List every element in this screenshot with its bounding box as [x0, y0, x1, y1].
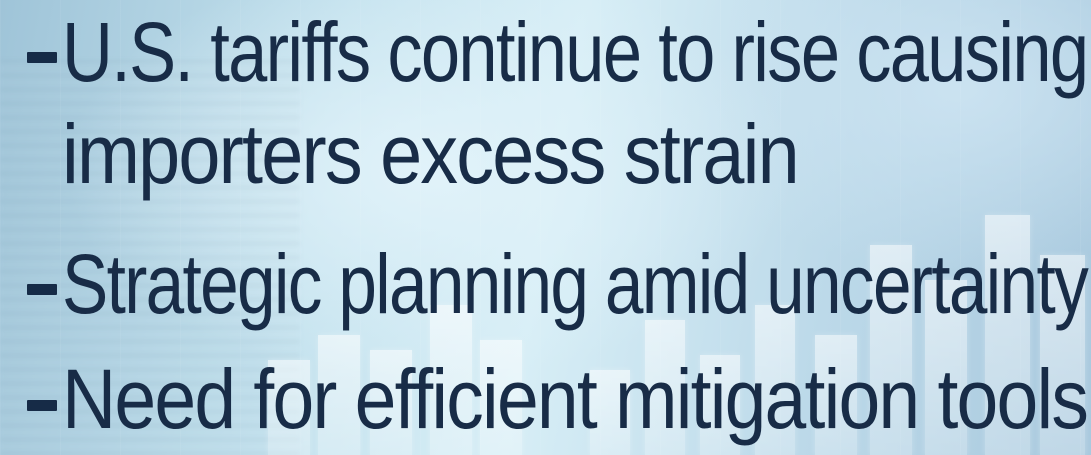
background-bar: [268, 360, 310, 455]
background-bar: [815, 335, 857, 455]
background-bar: [480, 340, 522, 455]
background-bar: [755, 305, 795, 455]
background-bar: [870, 245, 912, 455]
background-bar: [1040, 255, 1085, 455]
background-bar: [985, 215, 1030, 455]
bullet-text-line: U.S. tariffs continue to rise causing: [62, 5, 1089, 99]
coin-stack-image: [0, 60, 300, 455]
background-bar: [430, 305, 472, 455]
bullet-text-line: importers excess strain: [62, 107, 800, 201]
bullet-marker: [27, 400, 57, 411]
background-bar: [925, 280, 967, 455]
bullet-text-line: Need for efficient mitigation tools: [62, 352, 1089, 446]
background-bar: [700, 355, 740, 455]
background-bar: [590, 370, 630, 455]
background-bar: [645, 320, 685, 455]
bullet-marker: [27, 284, 57, 295]
background-bar: [370, 350, 412, 455]
background-bar: [318, 335, 360, 455]
bullet-text-line: Strategic planning amid uncertainty: [62, 237, 1089, 331]
bullet-marker: [27, 52, 57, 63]
